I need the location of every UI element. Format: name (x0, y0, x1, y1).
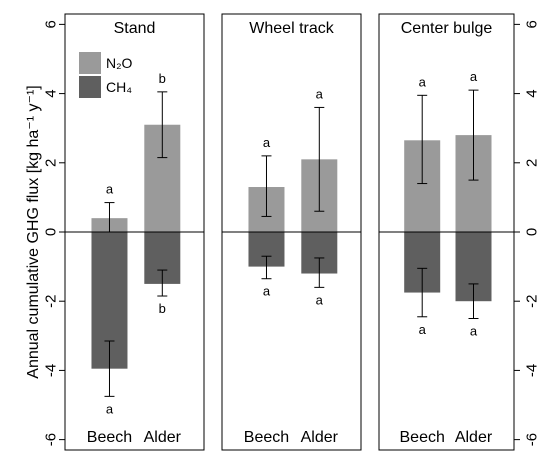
legend: N₂O CH₄ (79, 52, 133, 98)
right-tick-label: 6 (523, 20, 540, 28)
panel-stand: a b a b Stand Beech Alder (64, 13, 205, 451)
legend-swatch (79, 76, 101, 98)
legend-label: N₂O (106, 55, 133, 71)
right-tick-label: 0 (523, 228, 540, 236)
significance-letter: a (263, 284, 271, 299)
significance-letter: a (316, 86, 324, 101)
right-tick-label: -2 (523, 295, 540, 308)
right-y-axis: -6 -4 -2 0 2 4 6 (514, 20, 540, 446)
category-label: Beech (400, 429, 445, 446)
category-label: Beech (87, 429, 132, 446)
panels: a b a b Stand Beech Alder a a a a Wheel track Beech A… (64, 13, 515, 451)
significance-letter: b (159, 301, 166, 316)
category-label: Beech (244, 429, 289, 446)
left-y-axis: -6 -4 -2 0 2 4 6 (42, 20, 65, 446)
left-tick-label: 6 (42, 20, 59, 28)
left-tick-label: 2 (42, 159, 59, 167)
panel-wheel-track: a a a a Wheel track Beech Alder (221, 13, 362, 451)
significance-letter: a (106, 182, 114, 197)
legend-swatch (79, 52, 101, 74)
left-tick-label: -2 (42, 295, 59, 308)
significance-letter: a (470, 69, 478, 84)
panel-center-bulge: a a a a Center bulge Beech Alder (378, 13, 515, 451)
category-label: Alder (301, 429, 339, 446)
significance-letter: a (419, 322, 427, 337)
left-tick-label: 0 (42, 228, 59, 236)
significance-letter: a (263, 135, 271, 150)
legend-label: CH₄ (106, 79, 132, 95)
right-tick-label: 4 (523, 89, 540, 97)
left-tick-label: 4 (42, 89, 59, 97)
significance-letter: b (159, 71, 166, 86)
left-tick-label: -6 (42, 433, 59, 446)
category-label: Alder (455, 429, 493, 446)
significance-letter: a (419, 74, 427, 89)
significance-letter: a (106, 401, 114, 416)
panel-title: Wheel track (249, 20, 334, 37)
left-tick-label: -4 (42, 364, 59, 377)
right-tick-label: -4 (523, 364, 540, 377)
panel-title: Stand (114, 20, 156, 37)
significance-letter: a (316, 292, 324, 307)
right-tick-label: 2 (523, 159, 540, 167)
right-tick-label: -6 (523, 433, 540, 446)
panel-title: Center bulge (401, 20, 493, 37)
y-axis-label: Annual cumulative GHG flux [kg ha⁻¹ y⁻¹] (25, 85, 42, 378)
significance-letter: a (470, 324, 478, 339)
category-label: Alder (144, 429, 182, 446)
